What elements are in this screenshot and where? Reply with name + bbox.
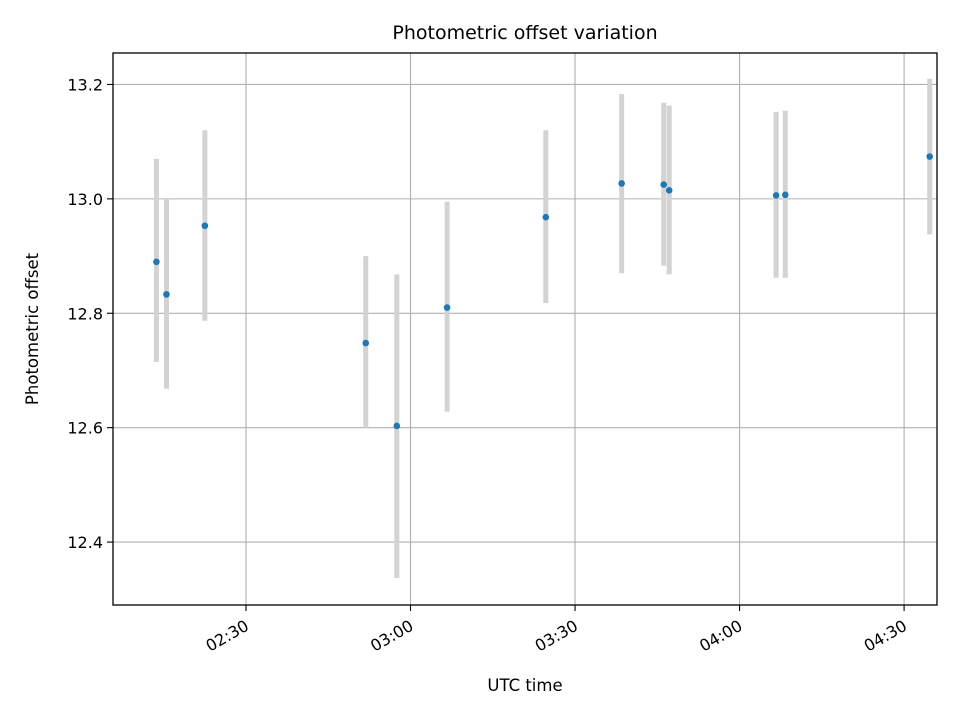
plot-frame — [112, 52, 938, 606]
y-axis: 12.4 12.6 12.8 13.0 13.2 — [67, 75, 113, 552]
data-point — [201, 222, 209, 230]
data-point — [542, 213, 550, 221]
data-point — [163, 291, 170, 298]
y-tick-label: 12.4 — [67, 533, 103, 552]
data-point — [926, 153, 933, 160]
grid-lines — [113, 53, 937, 605]
x-axis-title: UTC time — [487, 676, 562, 695]
data-point — [393, 422, 401, 430]
data-point — [772, 192, 780, 199]
data-point — [362, 339, 370, 347]
y-tick-label: 12.6 — [67, 419, 103, 438]
y-axis-title: Photometric offset — [23, 252, 42, 405]
y-tick-label: 13.2 — [67, 75, 103, 94]
data-point — [443, 304, 451, 311]
data-point — [153, 258, 160, 266]
data-points — [153, 153, 933, 430]
data-point — [781, 191, 789, 199]
y-tick-label: 13.0 — [67, 190, 103, 209]
y-tick-label: 12.8 — [67, 304, 103, 323]
chart-title: Photometric offset variation — [392, 22, 657, 44]
data-point — [660, 181, 668, 188]
data-point — [618, 180, 625, 187]
data-point — [665, 186, 673, 194]
